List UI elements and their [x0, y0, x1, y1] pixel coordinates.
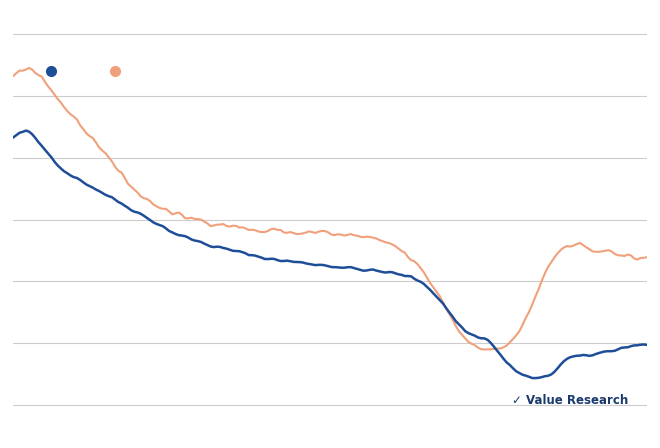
Text: ✓ Value Research: ✓ Value Research	[512, 394, 628, 407]
